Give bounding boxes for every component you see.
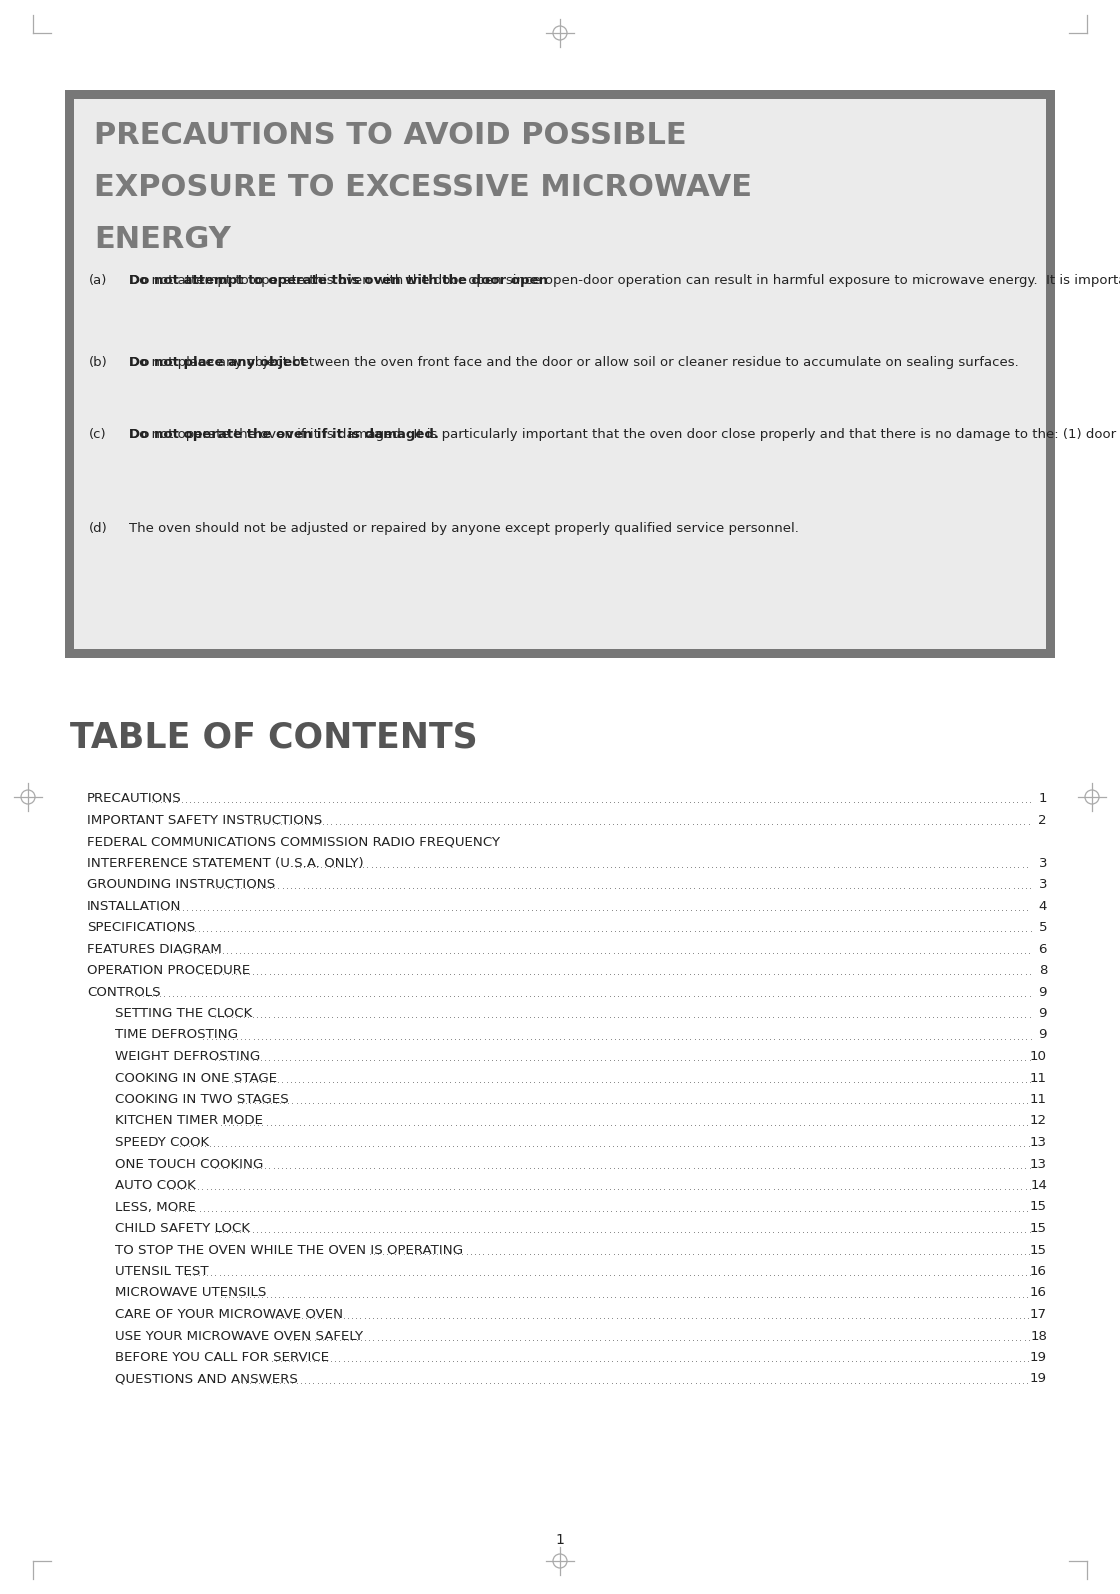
- Text: Do not attempt to operate this oven with the door open: Do not attempt to operate this oven with…: [129, 274, 548, 287]
- Text: 9: 9: [1038, 985, 1047, 998]
- Text: ENERGY: ENERGY: [94, 225, 231, 253]
- Text: COOKING IN ONE STAGE: COOKING IN ONE STAGE: [115, 1071, 277, 1084]
- Text: Do not place any object between the oven front face and the door or allow soil o: Do not place any object between the oven…: [129, 355, 1019, 368]
- Text: The oven should not be adjusted or repaired by anyone except properly qualified : The oven should not be adjusted or repai…: [129, 521, 799, 536]
- Text: QUESTIONS AND ANSWERS: QUESTIONS AND ANSWERS: [115, 1372, 298, 1385]
- Text: CHILD SAFETY LOCK: CHILD SAFETY LOCK: [115, 1223, 250, 1235]
- Text: 15: 15: [1030, 1243, 1047, 1256]
- Text: MICROWAVE UTENSILS: MICROWAVE UTENSILS: [115, 1286, 267, 1299]
- Text: TIME DEFROSTING: TIME DEFROSTING: [115, 1028, 239, 1041]
- Text: SPECIFICATIONS: SPECIFICATIONS: [87, 921, 195, 934]
- Text: EXPOSURE TO EXCESSIVE MICROWAVE: EXPOSURE TO EXCESSIVE MICROWAVE: [94, 174, 752, 202]
- Text: (a): (a): [88, 274, 108, 287]
- Text: 18: 18: [1030, 1329, 1047, 1342]
- Text: OPERATION PROCEDURE: OPERATION PROCEDURE: [87, 964, 250, 977]
- Text: UTENSIL TEST: UTENSIL TEST: [115, 1266, 208, 1278]
- Bar: [74, 99, 1046, 649]
- Text: FEATURES DIAGRAM: FEATURES DIAGRAM: [87, 942, 222, 955]
- Text: 19: 19: [1030, 1372, 1047, 1385]
- Text: 5: 5: [1038, 921, 1047, 934]
- Text: 1: 1: [1038, 792, 1047, 805]
- Text: COOKING IN TWO STAGES: COOKING IN TWO STAGES: [115, 1093, 289, 1106]
- Text: 17: 17: [1030, 1309, 1047, 1321]
- Text: 15: 15: [1030, 1223, 1047, 1235]
- Text: PRECAUTIONS TO AVOID POSSIBLE: PRECAUTIONS TO AVOID POSSIBLE: [94, 121, 687, 150]
- Text: IMPORTANT SAFETY INSTRUCTIONS: IMPORTANT SAFETY INSTRUCTIONS: [87, 813, 323, 827]
- Text: 13: 13: [1030, 1157, 1047, 1170]
- Text: ONE TOUCH COOKING: ONE TOUCH COOKING: [115, 1157, 263, 1170]
- Text: CARE OF YOUR MICROWAVE OVEN: CARE OF YOUR MICROWAVE OVEN: [115, 1309, 343, 1321]
- Text: Do not attempt to operate this oven with the door open since open-door operation: Do not attempt to operate this oven with…: [129, 274, 1120, 287]
- Text: (d): (d): [88, 521, 108, 536]
- Text: FEDERAL COMMUNICATIONS COMMISSION RADIO FREQUENCY: FEDERAL COMMUNICATIONS COMMISSION RADIO …: [87, 835, 501, 848]
- Text: 2: 2: [1038, 813, 1047, 827]
- Text: 15: 15: [1030, 1200, 1047, 1213]
- Text: BEFORE YOU CALL FOR SERVICE: BEFORE YOU CALL FOR SERVICE: [115, 1352, 329, 1364]
- Text: WEIGHT DEFROSTING: WEIGHT DEFROSTING: [115, 1050, 260, 1063]
- Bar: [65, 89, 1055, 658]
- Text: CONTROLS: CONTROLS: [87, 985, 160, 998]
- Text: 9: 9: [1038, 1007, 1047, 1020]
- Text: 11: 11: [1030, 1071, 1047, 1084]
- Text: USE YOUR MICROWAVE OVEN SAFELY: USE YOUR MICROWAVE OVEN SAFELY: [115, 1329, 363, 1342]
- Text: 13: 13: [1030, 1137, 1047, 1149]
- Text: LESS, MORE: LESS, MORE: [115, 1200, 196, 1213]
- Text: 10: 10: [1030, 1050, 1047, 1063]
- Text: 8: 8: [1038, 964, 1047, 977]
- Text: TO STOP THE OVEN WHILE THE OVEN IS OPERATING: TO STOP THE OVEN WHILE THE OVEN IS OPERA…: [115, 1243, 464, 1256]
- Text: 1: 1: [556, 1533, 564, 1548]
- Text: 4: 4: [1038, 899, 1047, 912]
- Text: 16: 16: [1030, 1266, 1047, 1278]
- Text: 3: 3: [1038, 878, 1047, 891]
- Text: AUTO COOK: AUTO COOK: [115, 1180, 196, 1192]
- Text: 6: 6: [1038, 942, 1047, 955]
- Text: 14: 14: [1030, 1180, 1047, 1192]
- Text: INTERFERENCE STATEMENT (U.S.A. ONLY): INTERFERENCE STATEMENT (U.S.A. ONLY): [87, 856, 364, 869]
- Text: GROUNDING INSTRUCTIONS: GROUNDING INSTRUCTIONS: [87, 878, 276, 891]
- Text: SETTING THE CLOCK: SETTING THE CLOCK: [115, 1007, 252, 1020]
- Text: SPEEDY COOK: SPEEDY COOK: [115, 1137, 209, 1149]
- Text: 12: 12: [1030, 1114, 1047, 1127]
- Text: Do not operate the oven if it is damaged.: Do not operate the oven if it is damaged…: [129, 429, 439, 442]
- Text: 16: 16: [1030, 1286, 1047, 1299]
- Text: KITCHEN TIMER MODE: KITCHEN TIMER MODE: [115, 1114, 263, 1127]
- Text: 3: 3: [1038, 856, 1047, 869]
- Text: PRECAUTIONS: PRECAUTIONS: [87, 792, 181, 805]
- Text: 11: 11: [1030, 1093, 1047, 1106]
- Text: 19: 19: [1030, 1352, 1047, 1364]
- Text: (b): (b): [88, 355, 108, 368]
- Text: (c): (c): [88, 429, 106, 442]
- Text: Do not operate the oven if it is damaged.  It is particularly important that the: Do not operate the oven if it is damaged…: [129, 429, 1120, 442]
- Text: 9: 9: [1038, 1028, 1047, 1041]
- Text: Do not place any object: Do not place any object: [129, 355, 306, 368]
- Text: INSTALLATION: INSTALLATION: [87, 899, 181, 912]
- Text: TABLE OF CONTENTS: TABLE OF CONTENTS: [69, 720, 477, 754]
